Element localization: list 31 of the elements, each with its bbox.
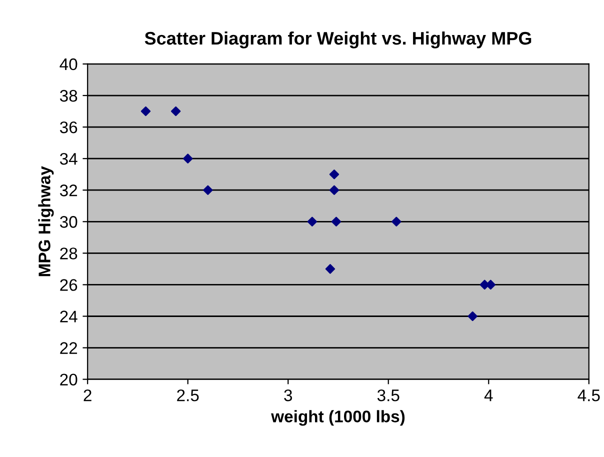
y-tick-label: 20: [60, 374, 78, 386]
y-tick-label: 30: [60, 216, 78, 228]
x-tick-label: 2.5: [177, 389, 199, 402]
x-tick-label: 3: [284, 389, 292, 402]
point: [468, 311, 478, 322]
point: [182, 154, 193, 164]
x-axis-title: weight (1000 lbs): [271, 410, 405, 426]
point: [329, 169, 340, 180]
point: [307, 216, 318, 227]
y-tick-label: 22: [60, 342, 78, 354]
y-tick-label: 38: [60, 90, 78, 102]
point: [140, 106, 151, 116]
y-tick-label: 28: [60, 248, 78, 260]
point: [392, 216, 402, 227]
point: [329, 185, 340, 195]
y-tick-label: 40: [60, 58, 78, 70]
y-tick-label: 32: [60, 184, 78, 196]
point: [170, 106, 181, 116]
point: [203, 185, 213, 195]
y-axis-title: MPG Highway: [38, 166, 54, 276]
point: [331, 216, 342, 227]
x-tick-label: 4.5: [578, 390, 600, 402]
y-tick-label: 24: [60, 310, 78, 322]
y-tick-label: 34: [60, 152, 78, 165]
chart-title: Scatter Diagram for Weight vs. Highway MPG: [144, 31, 532, 48]
x-tick-label: 4: [484, 390, 493, 402]
y-tick-label: 26: [60, 279, 78, 291]
x-tick-label: 2: [84, 389, 92, 402]
point: [325, 264, 336, 274]
y-tick-label: 36: [60, 121, 78, 134]
x-tick-label: 3.5: [377, 389, 400, 402]
